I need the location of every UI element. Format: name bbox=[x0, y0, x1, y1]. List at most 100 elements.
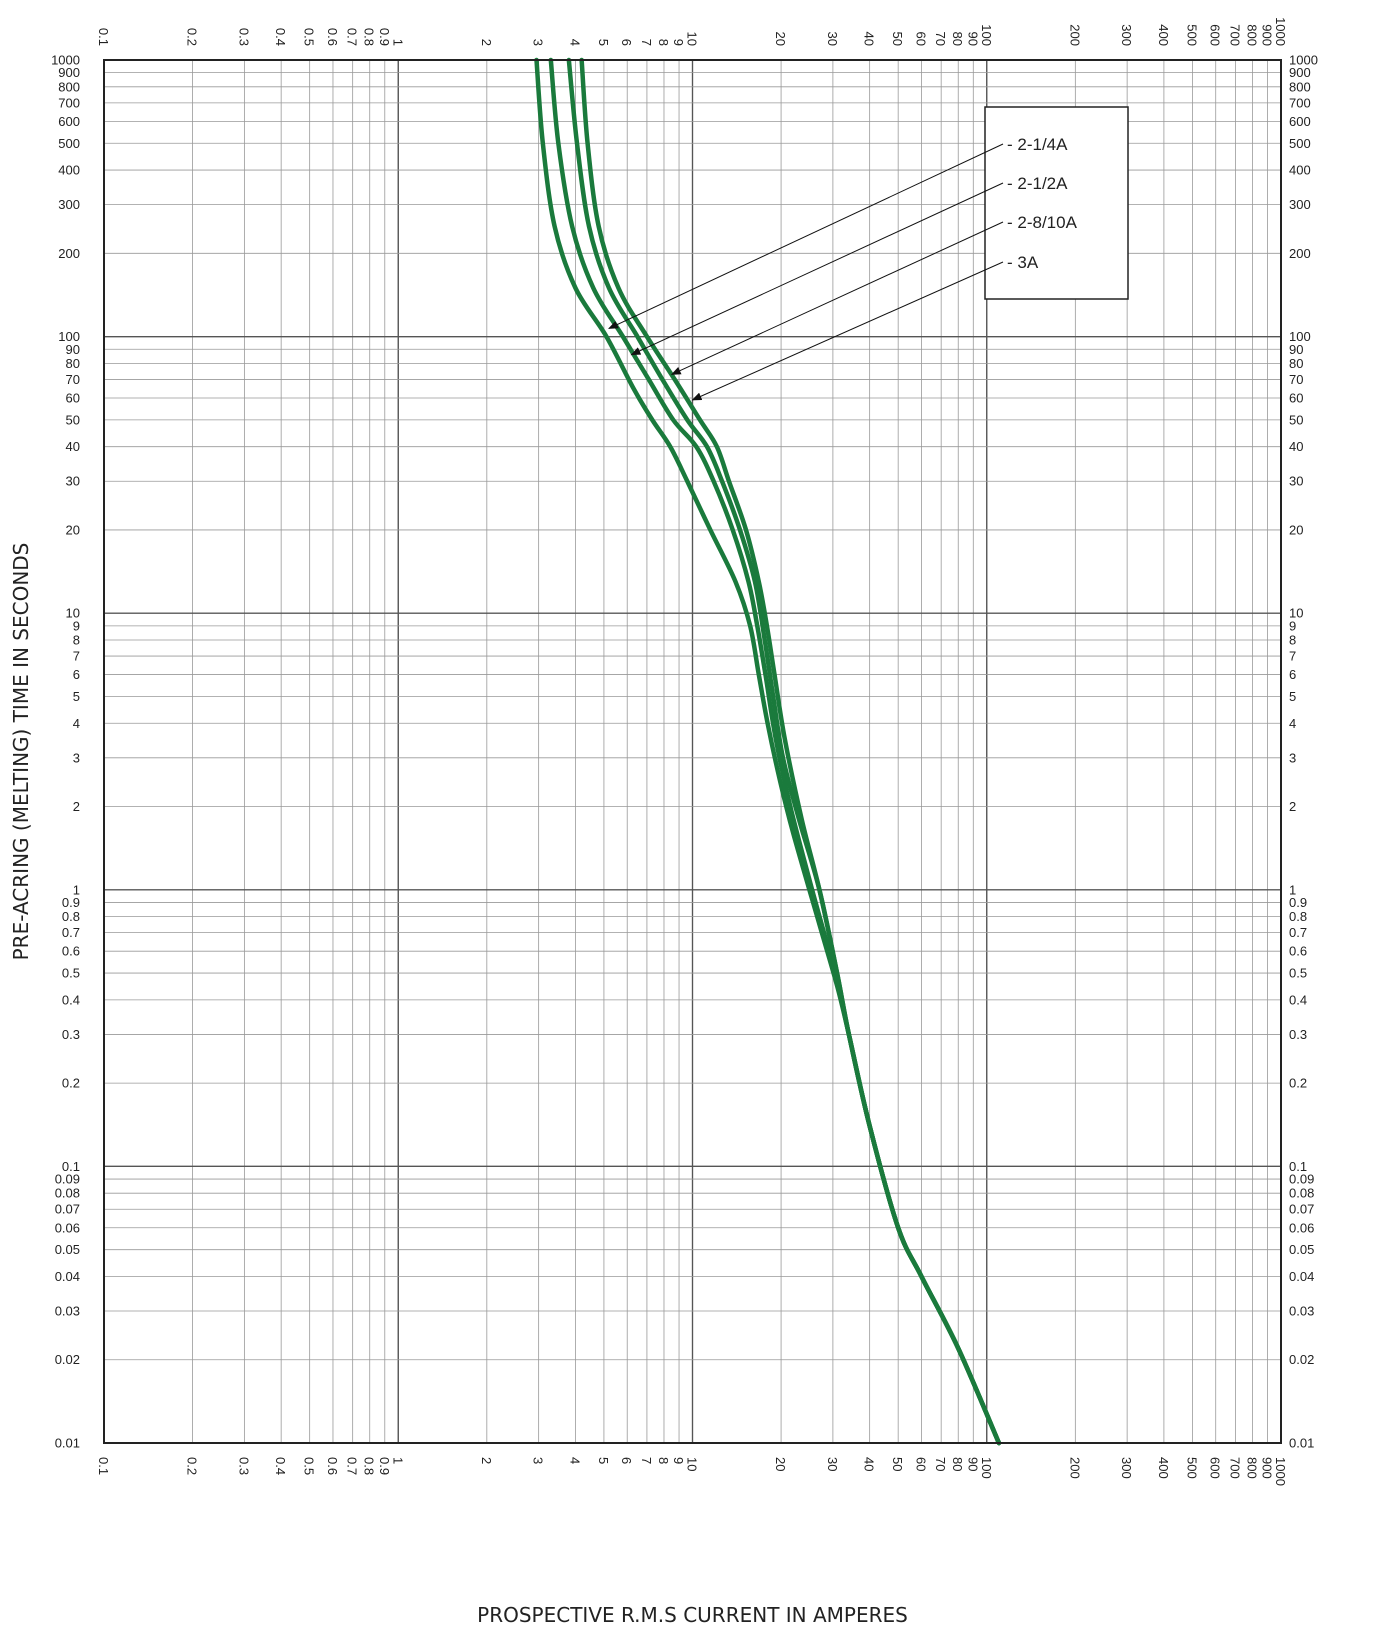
x-tick-label: 2 bbox=[479, 1457, 494, 1464]
y-tick-label: 100 bbox=[1289, 329, 1311, 344]
y-tick-label: 700 bbox=[58, 95, 80, 110]
legend-pointer-line bbox=[691, 261, 1004, 401]
x-tick-label: 800 bbox=[1244, 24, 1259, 46]
y-tick-label: 500 bbox=[1289, 136, 1311, 151]
x-tick-label: 0.9 bbox=[377, 28, 392, 46]
y-tick-label: 0.06 bbox=[1289, 1220, 1314, 1235]
x-tick-label: 60 bbox=[913, 1457, 928, 1471]
legend-pointers bbox=[608, 143, 1004, 401]
x-tick-label: 70 bbox=[933, 32, 948, 46]
y-tick-label: 0.07 bbox=[55, 1202, 80, 1217]
y-tick-label: 1 bbox=[73, 882, 80, 897]
x-tick-labels-bottom: 0.1 0.2 0.3 0.4 0.5 0.6 0.7 0.8 0.91 2 3 4 5 6 7 8 910 20… bbox=[96, 1457, 1288, 1486]
y-tick-label: 60 bbox=[66, 390, 80, 405]
y-tick-label: 7 bbox=[73, 649, 80, 664]
y-tick-label: 600 bbox=[1289, 114, 1311, 129]
x-tick-label: 0.1 bbox=[96, 1457, 111, 1475]
legend-entry-label: - 2-1/4A bbox=[1007, 135, 1068, 154]
x-tick-label: 400 bbox=[1156, 24, 1171, 46]
y-tick-label: 0.6 bbox=[1289, 944, 1307, 959]
y-axis-title: PRE-ACRING (MELTING) TIME IN SECONDS bbox=[9, 543, 33, 961]
x-tick-label: 0.7 bbox=[345, 1457, 360, 1475]
y-tick-label: 0.8 bbox=[1289, 909, 1307, 924]
y-tick-label: 0.09 bbox=[1289, 1172, 1314, 1187]
y-tick-label: 3 bbox=[1289, 750, 1296, 765]
x-tick-label: 90 bbox=[965, 1457, 980, 1471]
y-tick-label: 0.9 bbox=[62, 895, 80, 910]
x-tick-labels-top: 0.1 0.2 0.3 0.4 0.5 0.6 0.7 0.8 0.91 2 3 4 5 6 7 8 910 20… bbox=[96, 17, 1288, 46]
y-tick-label: 0.04 bbox=[1289, 1269, 1314, 1284]
y-tick-label: 80 bbox=[1289, 356, 1303, 371]
y-tick-label: 7 bbox=[1289, 649, 1296, 664]
y-tick-label: 200 bbox=[58, 246, 80, 261]
y-tick-label: 60 bbox=[1289, 390, 1303, 405]
y-tick-label: 0.08 bbox=[55, 1186, 80, 1201]
legend-entry-label: - 2-8/10A bbox=[1007, 213, 1078, 232]
y-tick-label: 20 bbox=[66, 522, 80, 537]
x-axis-title: PROSPECTIVE R.M.S CURRENT IN AMPERES bbox=[477, 1603, 908, 1627]
legend-entry-label: - 3A bbox=[1007, 253, 1039, 272]
y-tick-label: 0.5 bbox=[1289, 966, 1307, 981]
y-tick-label: 100 bbox=[58, 329, 80, 344]
x-tick-label: 900 bbox=[1260, 24, 1275, 46]
y-tick-label: 2 bbox=[73, 799, 80, 814]
x-tick-label: 700 bbox=[1227, 24, 1242, 46]
y-tick-label: 9 bbox=[1289, 618, 1296, 633]
y-tick-label: 8 bbox=[73, 633, 80, 648]
x-tick-label: 300 bbox=[1119, 24, 1134, 46]
y-tick-label: 30 bbox=[66, 474, 80, 489]
y-tick-label: 0.3 bbox=[62, 1027, 80, 1042]
y-tick-label: 6 bbox=[73, 667, 80, 682]
x-tick-label: 2 bbox=[479, 39, 494, 46]
y-tick-label: 10 bbox=[66, 606, 80, 621]
legend-pointer-line bbox=[608, 143, 1004, 329]
x-tick-label: 0.2 bbox=[185, 28, 200, 46]
y-tick-label: 200 bbox=[1289, 246, 1311, 261]
y-tick-label: 0.08 bbox=[1289, 1186, 1314, 1201]
y-tick-label: 5 bbox=[1289, 689, 1296, 704]
x-tick-label: 8 bbox=[656, 1457, 671, 1464]
x-tick-label: 0.4 bbox=[273, 1457, 288, 1475]
x-tick-label: 600 bbox=[1208, 24, 1223, 46]
x-tick-label: 700 bbox=[1227, 1457, 1242, 1479]
x-tick-label: 4 bbox=[567, 39, 582, 46]
y-tick-label: 0.04 bbox=[55, 1269, 80, 1284]
y-tick-label: 70 bbox=[66, 372, 80, 387]
y-tick-label: 30 bbox=[1289, 474, 1303, 489]
y-tick-label: 6 bbox=[1289, 667, 1296, 682]
y-tick-label: 0.02 bbox=[55, 1352, 80, 1367]
y-tick-label: 4 bbox=[73, 716, 80, 731]
x-tick-label: 400 bbox=[1156, 1457, 1171, 1479]
series-line-3 bbox=[566, 57, 1002, 1446]
x-tick-label: 500 bbox=[1184, 24, 1199, 46]
x-tick-label: 6 bbox=[619, 1457, 634, 1464]
y-tick-label: 700 bbox=[1289, 95, 1311, 110]
y-tick-label: 0.01 bbox=[55, 1436, 80, 1451]
y-tick-label: 0.1 bbox=[62, 1159, 80, 1174]
x-tick-label: 0.2 bbox=[185, 1457, 200, 1475]
y-tick-label: 0.5 bbox=[62, 966, 80, 981]
y-tick-label: 0.05 bbox=[1289, 1242, 1314, 1257]
y-tick-label: 0.2 bbox=[62, 1076, 80, 1091]
series-line-4 bbox=[579, 57, 1002, 1446]
x-tick-label: 500 bbox=[1184, 1457, 1199, 1479]
y-tick-labels-right: 0.01 0.02 0.03 0.04 0.05 0.06 0.070.080.090.1 0… bbox=[1289, 53, 1318, 1451]
y-tick-label: 0.7 bbox=[62, 925, 80, 940]
y-tick-label: 0.9 bbox=[1289, 895, 1307, 910]
x-tick-label: 0.5 bbox=[302, 1457, 317, 1475]
y-tick-label: 4 bbox=[1289, 716, 1296, 731]
y-tick-label: 0.03 bbox=[55, 1304, 80, 1319]
x-tick-label: 0.3 bbox=[236, 28, 251, 46]
x-tick-label: 7 bbox=[639, 39, 654, 46]
x-tick-label: 20 bbox=[773, 32, 788, 46]
y-tick-label: 0.02 bbox=[1289, 1352, 1314, 1367]
x-tick-label: 0.8 bbox=[362, 1457, 377, 1475]
y-tick-label: 40 bbox=[1289, 439, 1303, 454]
x-tick-label: 30 bbox=[825, 32, 840, 46]
x-tick-label: 1 bbox=[390, 39, 405, 46]
y-tick-label: 900 bbox=[1289, 65, 1311, 80]
y-tick-labels-left: 0.01 0.02 0.03 0.04 0.05 0.06 0.070.080.090.1 0… bbox=[51, 53, 80, 1451]
x-tick-label: 0.3 bbox=[236, 1457, 251, 1475]
x-tick-label: 1 bbox=[390, 1457, 405, 1464]
